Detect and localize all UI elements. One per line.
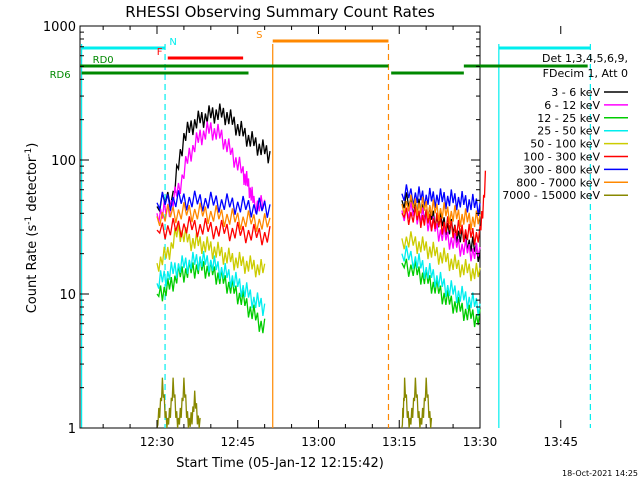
legend-label: 300 - 800 keV — [523, 163, 600, 176]
y-tick-label: 1 — [68, 422, 76, 437]
series-line — [156, 377, 201, 429]
y-tick-label: 1000 — [43, 20, 76, 35]
state-bars: NF S RD0 RD6 — [50, 30, 591, 81]
state-bar-label: N — [169, 37, 176, 48]
y-tick-label: 10 — [59, 288, 76, 303]
x-tick-label: 12:45 — [220, 435, 255, 449]
series-line — [401, 231, 481, 282]
x-axis-label: Start Time (05-Jan-12 12:15:42) — [176, 456, 384, 471]
legend-label: 12 - 25 keV — [537, 112, 600, 125]
y-axis-label: Count Rate (s-1 detector-1) — [24, 143, 40, 314]
x-tick-label: 13:30 — [463, 435, 498, 449]
state-bar-label: S — [256, 30, 262, 41]
plot-frame — [79, 25, 481, 429]
x-tick-label: 12:30 — [140, 435, 175, 449]
series-line — [401, 245, 481, 316]
series-line — [156, 190, 271, 218]
y-axis-label-exponent: -1 — [24, 148, 34, 157]
legend-label: 800 - 7000 keV — [516, 176, 600, 189]
state-bar-label: RD6 — [50, 70, 71, 81]
state-bar-label: RD0 — [93, 55, 114, 66]
series-line — [156, 121, 266, 224]
legend-label: 6 - 12 keV — [544, 99, 600, 112]
x-tick-label: 13:45 — [543, 435, 578, 449]
legend-label: 50 - 100 keV — [530, 138, 600, 151]
generation-timestamp: 18-Oct-2021 14:25 — [562, 469, 638, 478]
series-lines — [156, 103, 487, 429]
y-axis-label-part: ) — [25, 143, 40, 148]
series-line — [156, 250, 266, 316]
plot-area — [79, 25, 481, 429]
series-line — [401, 184, 481, 216]
series-line — [156, 103, 271, 214]
legend-header-line: Det 1,3,4,5,6,9, — [542, 52, 628, 65]
chart-title: RHESSI Observing Summary Count Rates — [125, 3, 435, 21]
series-line — [401, 194, 481, 230]
y-axis-label-part: Count Rate (s — [25, 225, 40, 314]
state-bar-label: F — [157, 47, 163, 58]
legend-label: 7000 - 15000 keV — [502, 189, 600, 202]
series-line — [401, 170, 487, 246]
series-line — [401, 377, 433, 429]
legend-label: 100 - 300 keV — [523, 151, 600, 164]
legend: Det 1,3,4,5,6,9, FDecim 1, Att 0 3 - 6 k… — [502, 52, 628, 202]
x-tick-label: 13:00 — [301, 435, 336, 449]
legend-header-line: FDecim 1, Att 0 — [543, 67, 628, 80]
y-axis-label-part: detector — [25, 156, 40, 216]
series-line — [156, 216, 271, 246]
y-tick-label: 100 — [51, 154, 76, 169]
y-axis-label-exponent: -1 — [24, 216, 34, 225]
axes: 12:30 12:45 13:00 13:15 13:30 13:45 1 10 100 1000 — [43, 20, 578, 449]
legend-label: 25 - 50 keV — [537, 125, 600, 138]
marker-lines — [81, 44, 591, 428]
series-line — [156, 202, 271, 232]
x-tick-label: 13:15 — [382, 435, 417, 449]
legend-label: 3 - 6 keV — [551, 86, 600, 99]
series-line — [401, 202, 481, 262]
series-line — [401, 258, 481, 328]
